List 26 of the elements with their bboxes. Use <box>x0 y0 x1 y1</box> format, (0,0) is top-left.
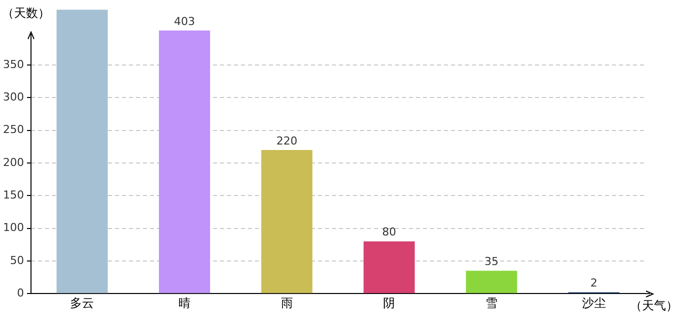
x-tick-label: 沙尘 <box>582 296 606 310</box>
bar <box>261 150 312 294</box>
x-tick-label: 雪 <box>486 296 498 310</box>
y-tick-label: 0 <box>16 286 24 300</box>
bar <box>466 270 518 294</box>
x-tick-label: 晴 <box>178 296 190 310</box>
y-tick-label: 250 <box>2 123 24 136</box>
data-label: 80 <box>382 226 396 239</box>
y-tick-label: 350 <box>2 58 24 71</box>
x-axis-title: （天气） <box>630 298 678 313</box>
bar <box>364 241 415 294</box>
y-tick-label: 200 <box>2 156 24 169</box>
y-tick-label: 300 <box>2 90 24 104</box>
x-tick-label: 阴 <box>383 296 396 310</box>
data-label: 403 <box>174 14 195 28</box>
x-tick-label: 多云 <box>70 296 94 310</box>
y-tick-label: 50 <box>10 254 24 267</box>
bar <box>158 30 210 294</box>
data-label: 2 <box>590 276 598 290</box>
data-label: 35 <box>484 255 498 268</box>
y-tick-label: 100 <box>2 221 24 234</box>
x-tick-label: 雨 <box>280 296 293 310</box>
data-label: 220 <box>276 134 298 148</box>
y-tick-label: 150 <box>2 188 24 202</box>
bar <box>56 10 108 294</box>
y-axis-title: （天数） <box>2 6 50 20</box>
